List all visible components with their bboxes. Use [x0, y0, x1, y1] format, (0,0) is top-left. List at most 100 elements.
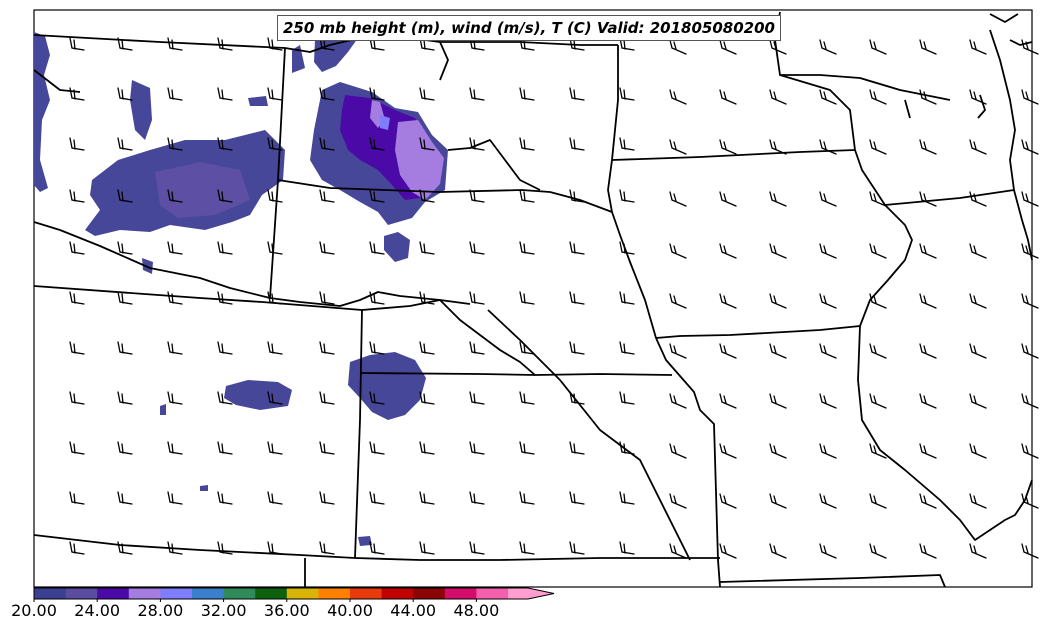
- wind-barb: [519, 137, 535, 151]
- wind-barb: [719, 543, 737, 559]
- colorbar-tick-label: 24.00: [74, 601, 121, 620]
- wind-barb: [69, 341, 85, 355]
- wind-barb: [167, 87, 183, 101]
- wind-barb: [669, 443, 687, 459]
- wind-barb: [117, 341, 133, 355]
- wind-barb: [769, 39, 787, 55]
- wind-barb: [319, 241, 335, 255]
- wind-barb: [919, 39, 937, 55]
- wind-barb: [369, 189, 385, 203]
- colorbar-swatch: [444, 588, 477, 599]
- wind-barb: [117, 241, 133, 255]
- wind-barb: [619, 341, 635, 355]
- wind-barb: [719, 89, 737, 105]
- wind-barb: [217, 391, 233, 405]
- wind-barb: [1021, 343, 1039, 359]
- wind-barb: [267, 291, 283, 305]
- wind-barb: [519, 241, 535, 255]
- wind-barb: [719, 443, 737, 459]
- wind-barb: [369, 491, 385, 505]
- wind-barb: [469, 541, 485, 555]
- wind-barb: [669, 89, 687, 105]
- wind-barb: [369, 241, 385, 255]
- colorbar-swatch: [255, 588, 288, 599]
- wind-barb: [419, 491, 435, 505]
- wind-barb: [419, 137, 435, 151]
- wind-barb: [217, 341, 233, 355]
- wind-barb: [217, 241, 233, 255]
- wind-barb: [319, 87, 335, 101]
- wind-barb: [469, 391, 485, 405]
- wind-barb: [919, 89, 937, 105]
- wind-barb: [469, 37, 485, 51]
- wind-barb: [319, 137, 335, 151]
- wind-barb: [419, 541, 435, 555]
- wind-barb: [769, 443, 787, 459]
- wind-barb: [469, 137, 485, 151]
- wind-barb: [69, 189, 85, 203]
- wind-barb: [419, 241, 435, 255]
- colorbar-tick-label: 40.00: [327, 601, 373, 620]
- wind-barb: [919, 191, 937, 207]
- wind-barb: [569, 541, 585, 555]
- wind-barb: [319, 341, 335, 355]
- colorbar-swatch: [286, 588, 319, 599]
- wind-barb: [369, 87, 385, 101]
- wind-barb: [619, 37, 635, 51]
- wind-barb: [1021, 543, 1039, 559]
- wind-barb: [769, 139, 787, 155]
- wind-barb: [217, 441, 233, 455]
- wind-barb: [319, 491, 335, 505]
- colorbar: [33, 587, 555, 602]
- wind-barb: [969, 393, 987, 409]
- wind-barb: [117, 87, 133, 101]
- colorbar-swatch: [350, 588, 383, 599]
- wind-barb: [869, 543, 887, 559]
- wind-barb: [167, 541, 183, 555]
- wind-barb: [519, 87, 535, 101]
- wind-barb: [819, 139, 837, 155]
- wind-barb: [769, 493, 787, 509]
- wind-barb: [719, 39, 737, 55]
- wind-barb: [719, 243, 737, 259]
- colorbar-tick-label: 44.00: [390, 601, 437, 620]
- wind-barb: [919, 243, 937, 259]
- wind-barb: [869, 191, 887, 207]
- wind-barb: [869, 443, 887, 459]
- wind-barb: [267, 341, 283, 355]
- wind-barb: [369, 37, 385, 51]
- wind-barb: [969, 343, 987, 359]
- wind-barb: [117, 37, 133, 51]
- wind-barb: [519, 341, 535, 355]
- wind-barb: [769, 343, 787, 359]
- wind-barb: [819, 191, 837, 207]
- wind-barb: [69, 37, 85, 51]
- wind-barb: [117, 391, 133, 405]
- wind-barb: [669, 139, 687, 155]
- wind-barb: [469, 491, 485, 505]
- wind-barb: [369, 137, 385, 151]
- wind-barb: [819, 393, 837, 409]
- colorbar-swatch: [318, 588, 351, 599]
- wind-barb: [869, 293, 887, 309]
- wind-barb: [569, 341, 585, 355]
- wind-barb: [619, 137, 635, 151]
- wind-barb: [919, 139, 937, 155]
- map-frame: [33, 9, 1033, 588]
- wind-barb: [869, 89, 887, 105]
- wind-barb: [619, 189, 635, 203]
- wind-barb: [669, 191, 687, 207]
- wind-barb: [469, 241, 485, 255]
- wind-barb: [69, 441, 85, 455]
- wind-barb: [919, 543, 937, 559]
- wind-barb: [167, 241, 183, 255]
- wind-barb: [117, 541, 133, 555]
- wind-barb: [369, 441, 385, 455]
- colorbar-swatch: [128, 588, 161, 599]
- wind-barb: [1021, 39, 1039, 55]
- wind-barb: [1021, 493, 1039, 509]
- wind-barb: [217, 137, 233, 151]
- wind-barb: [419, 37, 435, 51]
- wind-barb: [1021, 393, 1039, 409]
- colorbar-swatch: [97, 588, 130, 599]
